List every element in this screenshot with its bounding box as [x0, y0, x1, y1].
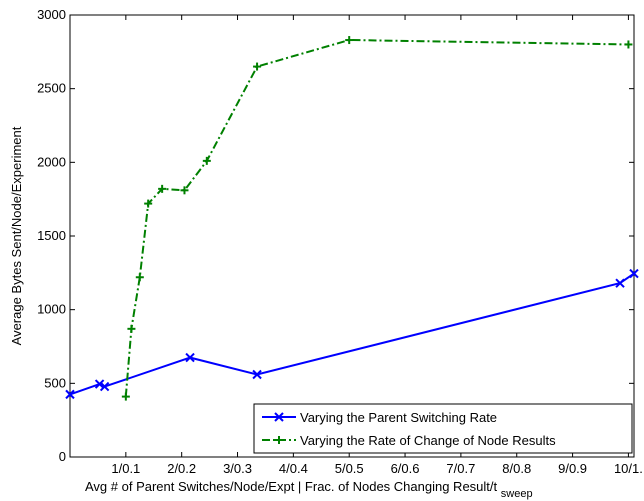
y-axis-label: Average Bytes Sent/Node/Experiment [9, 126, 24, 345]
data-point [135, 273, 144, 282]
legend-marker-series-2 [275, 436, 283, 444]
x-axis-label-subscript: sweep [501, 488, 533, 500]
data-point [202, 156, 211, 165]
data-point [94, 379, 105, 389]
y-tick-label: 2000 [37, 154, 66, 169]
data-point [65, 389, 75, 400]
y-tick-label: 1500 [37, 228, 66, 243]
data-point [144, 199, 153, 208]
data-point [253, 62, 262, 71]
x-tick-label: 9/0.9 [558, 461, 587, 476]
x-tick-label: 6/0.6 [391, 461, 420, 476]
x-tick-label: 7/0.7 [446, 461, 475, 476]
x-tick-label: 5/0.5 [335, 461, 364, 476]
series-line-2 [124, 38, 629, 397]
x-axis-label-main: Avg # of Parent Switches/Node/Expt | Fra… [85, 479, 498, 494]
data-point [99, 381, 110, 392]
x-tick-label: 8/0.8 [502, 461, 531, 476]
legend-label-series-1: Varying the Parent Switching Rate [300, 410, 497, 425]
x-axis-label: Avg # of Parent Switches/Node/Expt | Fra… [85, 479, 533, 500]
y-tick-label: 2500 [37, 81, 66, 96]
data-point [185, 352, 195, 363]
legend-marker-series-1 [274, 412, 284, 422]
data-point [252, 369, 262, 380]
y-tick-label: 1000 [37, 302, 66, 317]
legend-box [253, 403, 633, 454]
x-tick-label: 4/0.4 [279, 461, 308, 476]
x-tick-label: 10/1. [614, 461, 643, 476]
x-axis: 1/0.1 2/0.2 3/0.3 4/0.4 5/0.5 6/0.6 7/0.7 8/0.8… [111, 15, 643, 476]
data-point [629, 268, 639, 279]
data-point [121, 392, 130, 401]
data-point [274, 412, 284, 422]
x-tick-label: 1/0.1 [111, 461, 140, 476]
y-axis: 0 500 1000 1500 2000 2500 3000 [37, 7, 634, 464]
y-tick-label: 500 [44, 375, 66, 390]
data-point [158, 184, 167, 193]
data-point [615, 278, 625, 288]
data-point [180, 186, 189, 195]
legend-label-series-2: Varying the Rate of Change of Node Resul… [300, 433, 556, 448]
plot-area [69, 14, 635, 458]
legend: Varying the Parent Switching Rate Varyin… [253, 403, 633, 454]
data-point [345, 36, 354, 45]
series-layer [65, 36, 639, 401]
y-tick-label: 3000 [37, 7, 66, 22]
x-tick-label: 3/0.3 [223, 461, 252, 476]
data-point [624, 40, 633, 49]
data-point [275, 436, 283, 444]
y-tick-label: 0 [59, 449, 66, 464]
x-tick-label: 2/0.2 [167, 461, 196, 476]
data-point [127, 324, 136, 333]
